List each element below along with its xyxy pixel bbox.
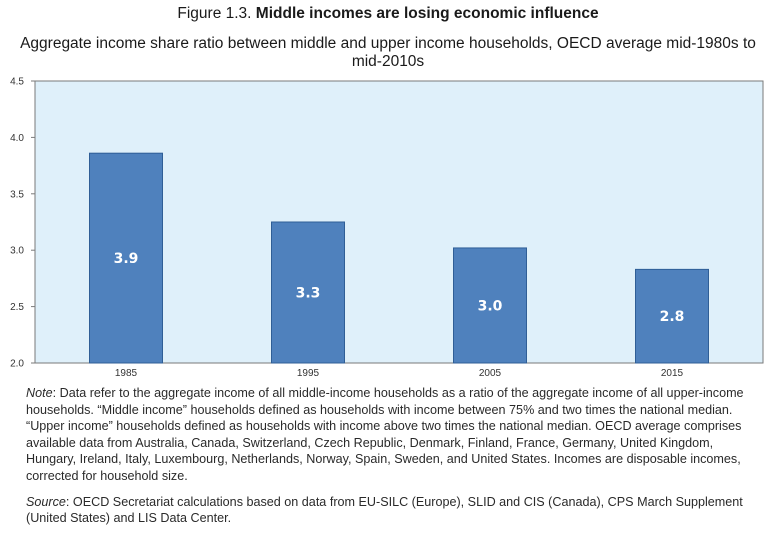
source-paragraph: Source: OECD Secretariat calculations ba… [26, 494, 761, 527]
bar-1995 [271, 221, 345, 364]
chart-notes: Note: Data refer to the aggregate income… [26, 385, 761, 527]
x-tick-label: 1985 [115, 368, 138, 379]
source-label: Source [26, 494, 66, 509]
bar-2005 [453, 247, 527, 364]
bar-series: 3.9 3.3 3.0 2.8 [89, 152, 709, 364]
y-tick-label: 4.0 [10, 133, 24, 144]
bar-value-label: 3.3 [296, 286, 321, 302]
bar-value-label: 3.0 [478, 298, 503, 314]
bar-2015 [635, 268, 709, 364]
note-text: : Data refer to the aggregate income of … [26, 386, 744, 483]
figure-label: Figure 1.3. [177, 5, 252, 22]
bar-value-label: 2.8 [660, 309, 685, 325]
y-tick-label: 2.0 [10, 359, 24, 370]
x-tick-label: 2005 [479, 368, 502, 379]
x-tick-label: 2015 [661, 368, 684, 379]
y-tick-label: 2.5 [10, 302, 24, 313]
y-axis: 2.0 2.5 3.0 3.5 4.0 4.5 [10, 77, 35, 370]
x-axis: 1985 1995 2005 2015 [115, 368, 684, 379]
y-tick-label: 3.0 [10, 246, 24, 257]
chart-subtitle: Aggregate income share ratio between mid… [20, 35, 756, 70]
bar-chart: 2.0 2.5 3.0 3.5 4.0 4.5 3.9 3.3 3.0 2.8 1985 1995… [10, 77, 764, 379]
figure-name: Middle incomes are losing economic influ… [255, 5, 599, 22]
y-tick-label: 4.5 [10, 77, 24, 88]
bar-1985 [89, 152, 163, 364]
figure-title: Figure 1.3. Middle incomes are losing ec… [0, 4, 776, 24]
bar-value-label: 3.9 [114, 251, 139, 267]
note-label: Note [26, 386, 53, 400]
source-text: : OECD Secretariat calculations based on… [26, 494, 743, 526]
y-tick-label: 3.5 [10, 189, 24, 200]
note-paragraph: Note: Data refer to the aggregate income… [26, 385, 761, 485]
x-tick-label: 1995 [297, 368, 320, 379]
